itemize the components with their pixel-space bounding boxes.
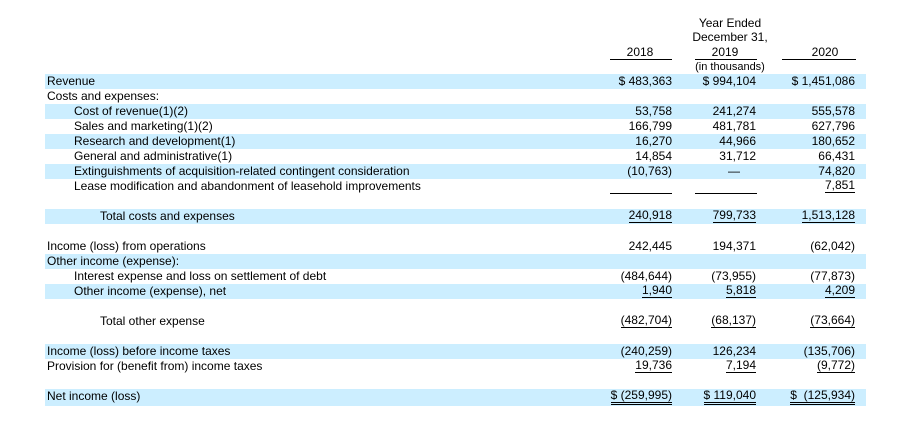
row-label: Costs and expenses:	[47, 89, 160, 103]
value-2019: (68,137)	[711, 313, 756, 328]
header-underline-2018	[610, 59, 672, 60]
value-2020: $ (125,934)	[790, 389, 855, 405]
header-date: December 31,	[692, 30, 768, 44]
value-2018: $ (259,995)	[610, 389, 672, 405]
row-label: General and administrative(1)	[74, 149, 233, 163]
row-label: Provision for (benefit from) income taxe…	[47, 359, 263, 373]
value-2020: (135,706)	[803, 344, 855, 358]
row-extinguishments: Extinguishments of acquisition-related c…	[45, 164, 866, 179]
value-2020: 4,209	[824, 283, 855, 298]
value-2020: 1,513,128	[801, 208, 855, 223]
value-2019: 194,371	[712, 239, 756, 253]
row-label: Income (loss) from operations	[47, 239, 206, 253]
value-2018: $ 483,363	[618, 74, 672, 88]
value-2020: (73,664)	[810, 313, 855, 328]
row-label: Cost of revenue(1)(2)	[74, 104, 189, 118]
row-total-other: Total other expense (482,704) (68,137) (…	[45, 314, 866, 329]
value-2018: 242,445	[628, 239, 672, 253]
value-2018: 14,854	[635, 149, 672, 163]
value-2018: (482,704)	[620, 313, 672, 328]
value-2020: 180,652	[811, 134, 855, 148]
row-label: Other income (expense):	[47, 254, 180, 268]
row-sales-marketing: Sales and marketing(1)(2) 166,799 481,78…	[45, 119, 866, 134]
row-label: Total costs and expenses	[100, 209, 235, 223]
header-col-2020: 2020	[811, 45, 839, 59]
value-2020: $ 1,451,086	[791, 74, 855, 88]
value-2018: 1,940	[641, 283, 672, 298]
row-income-before-tax: Income (loss) before income taxes (240,2…	[45, 344, 866, 359]
subtotal-rule-2019	[695, 193, 757, 194]
value-2018: (240,259)	[620, 344, 672, 358]
value-2018: 53,758	[635, 104, 672, 118]
value-2020: 66,431	[818, 149, 855, 163]
value-2019: $ 119,040	[703, 389, 756, 405]
value-2018: 16,270	[635, 134, 672, 148]
row-research-dev: Research and development(1) 16,270 44,96…	[45, 134, 866, 149]
row-provision-tax: Provision for (benefit from) income taxe…	[45, 359, 866, 374]
row-revenue: Revenue $ 483,363 $ 994,104 $ 1,451,086	[45, 74, 866, 89]
value-2018: (484,644)	[620, 269, 672, 283]
value-2020: (77,873)	[810, 269, 855, 283]
row-label: Income (loss) before income taxes	[47, 344, 231, 358]
value-2019: 126,234	[712, 344, 756, 358]
value-2019: 799,733	[712, 208, 756, 223]
row-cost-of-revenue: Cost of revenue(1)(2) 53,758 241,274 555…	[45, 104, 866, 119]
value-2020: 74,820	[818, 164, 855, 178]
header-year-ended: Year Ended	[698, 16, 762, 30]
row-label: Extinguishments of acquisition-related c…	[74, 164, 410, 178]
value-2018: 166,799	[628, 119, 672, 133]
value-2019: (73,955)	[711, 269, 756, 283]
value-2019: $ 994,104	[702, 74, 756, 88]
value-2019: —	[728, 164, 740, 178]
header-col-2019: 2019	[711, 45, 739, 59]
row-label: Sales and marketing(1)(2)	[74, 119, 213, 133]
header-underline-2020	[782, 59, 856, 60]
header-underline-2019	[695, 59, 757, 60]
value-2020: 7,851	[824, 178, 855, 193]
row-label: Lease modification and abandonment of le…	[74, 179, 421, 193]
value-2019: 7,194	[725, 358, 756, 373]
row-label: Interest expense and loss on settlement …	[74, 269, 327, 283]
row-label: Research and development(1)	[74, 134, 236, 148]
row-income-ops: Income (loss) from operations 242,445 19…	[45, 239, 866, 254]
value-2019: 481,781	[712, 119, 756, 133]
value-2019: 31,712	[719, 149, 756, 163]
value-2020: (9,772)	[816, 358, 855, 373]
value-2018: (10,763)	[627, 164, 672, 178]
row-label: Other income (expense), net	[74, 284, 227, 298]
value-2020: 555,578	[811, 104, 855, 118]
row-net-income: Net income (loss) $ (259,995) $ 119,040 …	[45, 389, 866, 406]
row-interest-exp: Interest expense and loss on settlement …	[45, 269, 866, 284]
value-2018: 240,918	[628, 208, 672, 223]
row-label: Revenue	[47, 74, 96, 88]
row-lease-mod: Lease modification and abandonment of le…	[45, 179, 866, 194]
row-other-income: Other income (expense), net 1,940 5,818 …	[45, 284, 866, 299]
subtotal-rule-2018	[610, 193, 672, 194]
row-label: Total other expense	[100, 314, 205, 328]
row-general-admin: General and administrative(1) 14,854 31,…	[45, 149, 866, 164]
value-2020: (62,042)	[810, 239, 855, 253]
header-units: (in thousands)	[695, 61, 765, 73]
value-2018: 19,736	[635, 358, 672, 373]
row-label: Net income (loss)	[47, 389, 141, 403]
value-2019: 5,818	[725, 283, 756, 298]
header-col-2018: 2018	[626, 45, 654, 59]
value-2019: 241,274	[712, 104, 756, 118]
row-costs-header: Costs and expenses:	[45, 89, 866, 104]
value-2020: 627,796	[811, 119, 855, 133]
value-2019: 44,966	[719, 134, 756, 148]
row-other-header: Other income (expense):	[45, 254, 866, 269]
row-total-costs: Total costs and expenses 240,918 799,733…	[45, 209, 866, 224]
